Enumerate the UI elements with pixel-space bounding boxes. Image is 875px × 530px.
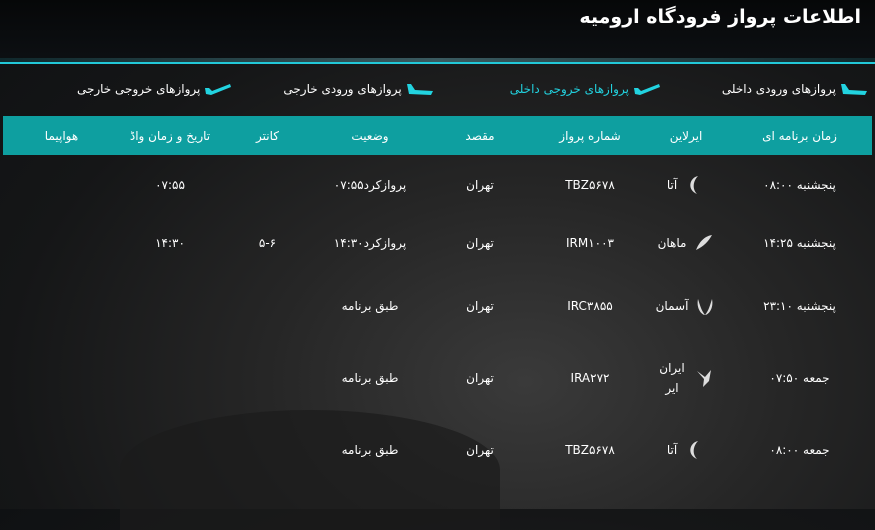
ata-logo-icon [683,174,705,196]
table-row: پنجشنبه ۲۳:۱۰ آسمان IRC۳۸۵۵ تهران طبق برنامه [3,272,872,340]
col-scheduled: زمان برنامه ای [727,116,872,155]
cell-aircraft [3,340,120,415]
cell-status: پروازکرد۱۴:۳۰ [333,236,407,250]
cell-destination: تهران [466,370,494,385]
cell-flight: IRA۲۷۲ [570,370,610,385]
cell-scheduled: پنجشنبه ۱۴:۲۵ [763,236,836,250]
airplane-departure-icon [633,84,660,95]
cell-actual [120,415,220,485]
cell-counter [220,340,315,415]
cell-destination: تهران [466,299,494,313]
top-banner [0,0,875,62]
airline-cell: ایران ایر [645,358,727,398]
tab-label: پروازهای خروجی خارجی [76,82,201,96]
col-destination: مقصد [425,116,535,155]
cell-flight: IRM۱۰۰۳ [565,236,614,250]
aseman-logo-icon [694,295,716,317]
table-header: زمان برنامه ای ایرلاین شماره پرواز مقصد … [3,116,872,155]
airline-name: آتا [666,443,678,457]
cell-scheduled: جمعه ۰۷:۵۰ [769,370,830,385]
col-counter: کانتر [220,116,315,155]
col-aircraft: هواپیما [3,116,120,155]
airline-name: ماهان [657,236,687,250]
cell-counter [220,155,315,214]
mahan-logo-icon [692,232,714,254]
tab-international-arrivals[interactable]: پروازهای ورودی خارجی [283,78,434,100]
tab-domestic-departures[interactable]: پروازهای خروجی داخلی [510,78,662,100]
iranair-logo-icon [693,367,715,389]
cell-actual: ۰۷:۵۵ [155,177,185,192]
airline-cell: آتا [645,439,727,461]
cell-actual [120,340,220,415]
cell-status: طبق برنامه [341,370,399,385]
tab-label: پروازهای ورودی خارجی [283,82,402,96]
cell-flight: TBZ۵۶۷۸ [565,177,615,192]
col-actual-time: تاریخ و زمان واڈ [120,116,220,155]
cell-scheduled: پنجشنبه ۲۳:۱۰ [763,299,836,313]
divider [0,62,875,64]
col-status: وضعیت [315,116,425,155]
cell-status: طبق برنامه [341,299,399,313]
cell-scheduled: پنجشنبه ۰۸:۰۰ [763,177,836,192]
cell-counter [220,272,315,340]
flights-table: زمان برنامه ای ایرلاین شماره پرواز مقصد … [3,116,872,485]
table-row: پنجشنبه ۱۴:۲۵ ماهان IRM۱۰۰۳ تهران پروازکرد۱۴… [3,214,872,272]
tab-domestic-arrivals[interactable]: پروازهای ورودی داخلی [722,78,869,100]
airline-cell: آتا [645,174,727,196]
tab-international-departures[interactable]: پروازهای خروجی خارجی [77,78,233,100]
cell-airline: ایران ایر [645,340,727,415]
cell-airline: آتا [645,415,727,485]
airplane-departure-icon [205,84,232,95]
airline-cell: ماهان [645,232,727,254]
cell-aircraft [3,415,120,485]
cell-scheduled: جمعه ۰۸:۰۰ [769,443,830,457]
cell-destination: تهران [466,177,494,192]
col-airline: ایرلاین [645,116,727,155]
cell-destination: تهران [466,443,494,457]
table-row: جمعه ۰۷:۵۰ ایران ایر IRA۲۷۲ تهران طبق برنامه [3,340,872,415]
cell-aircraft [3,155,120,214]
cell-airline: آتا [645,155,727,214]
cell-aircraft [3,272,120,340]
ata-logo-icon [683,439,705,461]
cell-airline: ماهان [645,214,727,272]
cell-actual [120,272,220,340]
cell-airline: آسمان [645,272,727,340]
table-row: جمعه ۰۸:۰۰ آتا TBZ۵۶۷۸ تهران طبق برنامه [3,415,872,485]
flight-tabs: پروازهای ورودی داخلی پروازهای خروجی داخل… [77,78,869,100]
cell-status: طبق برنامه [341,443,399,457]
page-title: اطلاعات پرواز فرودگاه ارومیه [579,6,861,28]
cell-counter: ۵-۶ [258,236,277,250]
cell-destination: تهران [466,236,494,250]
airline-cell: آسمان [645,295,727,317]
airline-name: آتا [666,177,678,192]
airplane-arrival-icon [406,84,433,95]
table-row: پنجشنبه ۰۸:۰۰ آتا TBZ۵۶۷۸ تهران پروازکرد۰۷:۵… [3,155,872,214]
cell-actual: ۱۴:۳۰ [155,236,185,250]
airplane-arrival-icon [841,84,867,95]
cell-status: پروازکرد۰۷:۵۵ [333,177,407,192]
airline-name: ایران ایر [659,360,685,395]
tab-label: پروازهای ورودی داخلی [721,82,836,96]
col-flight-number: شماره پرواز [535,116,645,155]
airline-name: آسمان [655,299,689,313]
cell-flight: TBZ۵۶۷۸ [565,443,615,457]
tab-label: پروازهای خروجی داخلی [509,82,629,96]
cell-flight: IRC۳۸۵۵ [567,299,613,313]
cell-aircraft [3,214,120,272]
cell-counter [220,415,315,485]
